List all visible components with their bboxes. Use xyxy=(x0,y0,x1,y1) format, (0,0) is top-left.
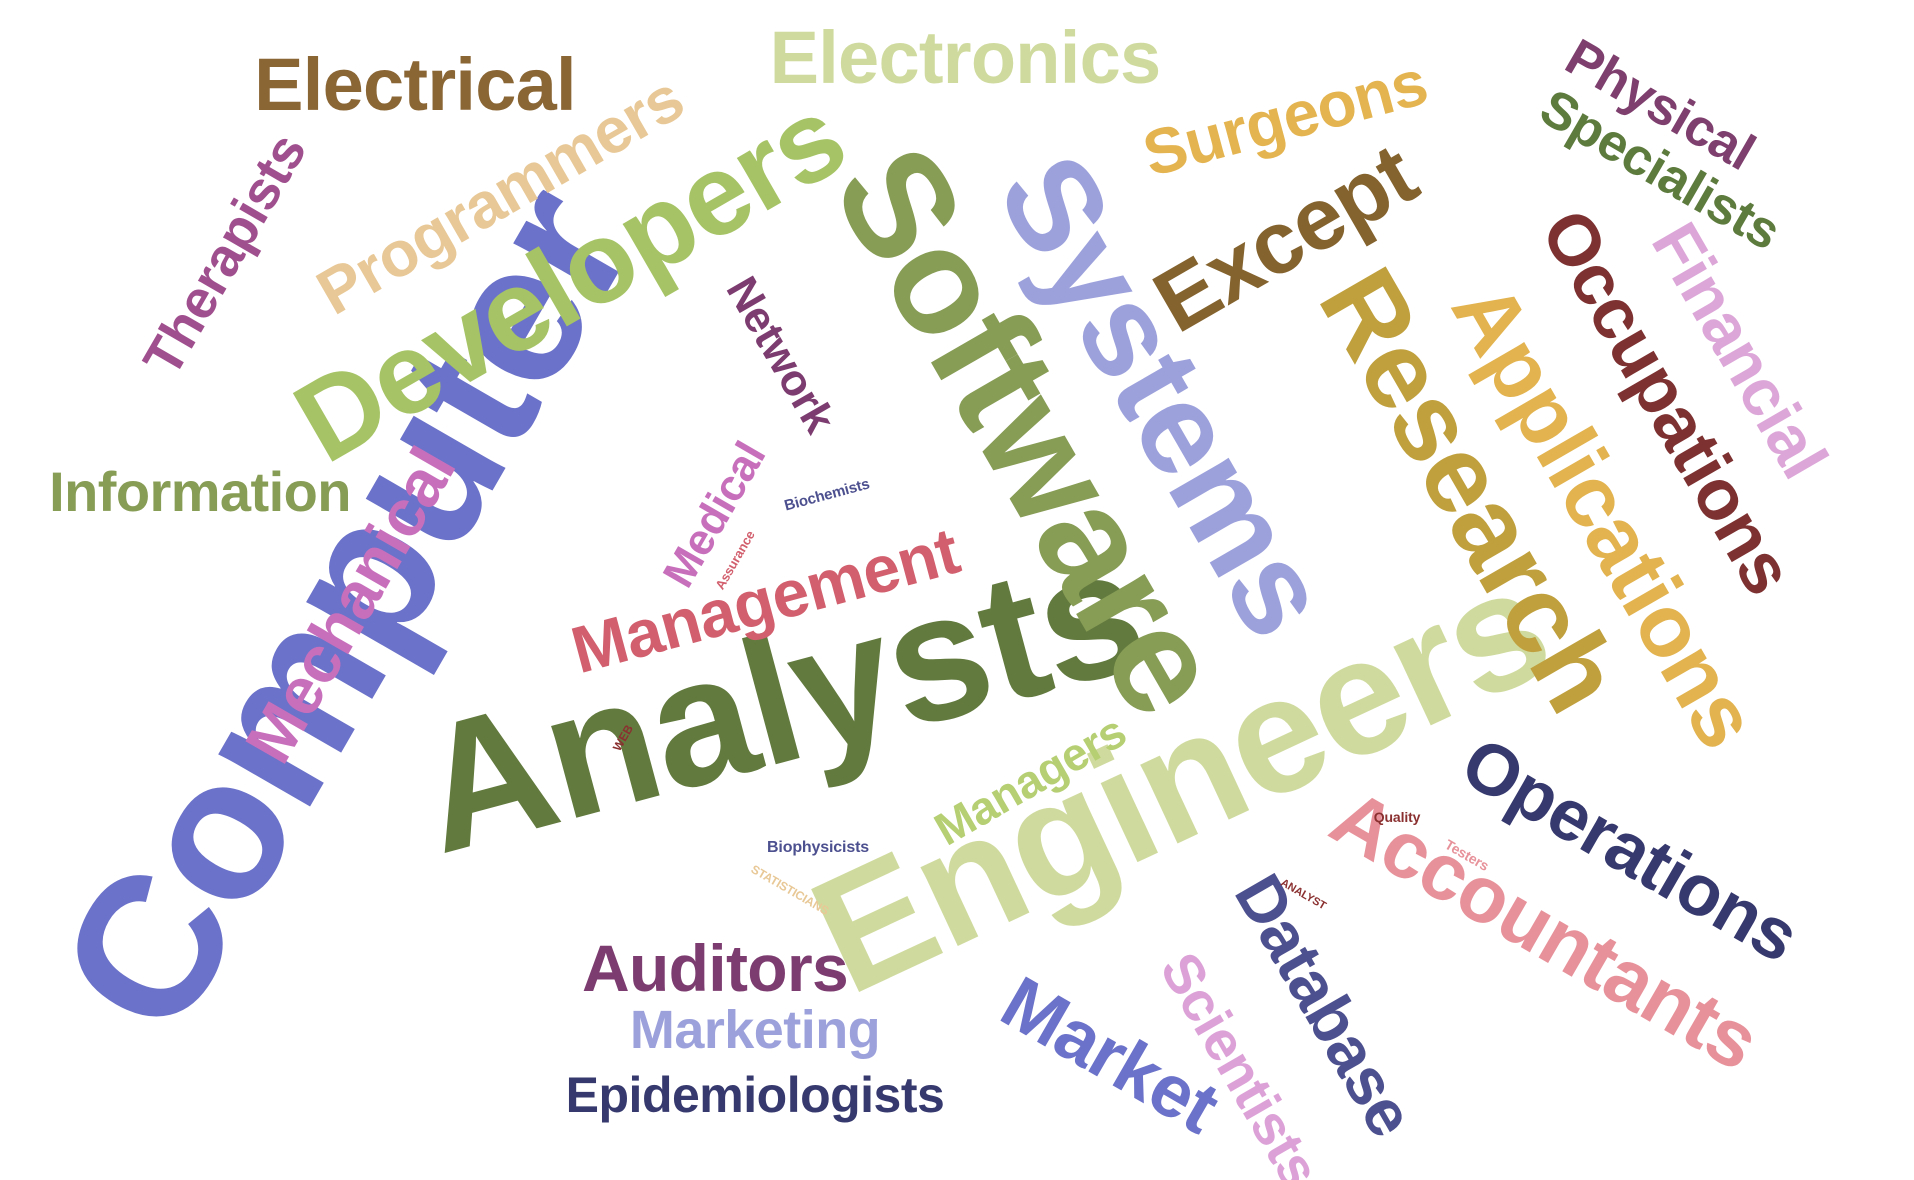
word-quality: Quality xyxy=(1373,809,1421,825)
word-biophysicists: Biophysicists xyxy=(767,839,869,856)
word-electrical: Electrical xyxy=(254,43,576,126)
word-biochemists: Biochemists xyxy=(782,475,872,515)
word-information: Information xyxy=(49,460,351,523)
word-auditors: Auditors xyxy=(581,931,849,1005)
word-epidemiologists: Epidemiologists xyxy=(565,1067,945,1123)
word-therapists: Therapists xyxy=(132,124,318,386)
word-electronics: Electronics xyxy=(769,16,1162,99)
word-network: Network xyxy=(716,268,845,441)
word-marketing: Marketing xyxy=(629,1000,881,1060)
